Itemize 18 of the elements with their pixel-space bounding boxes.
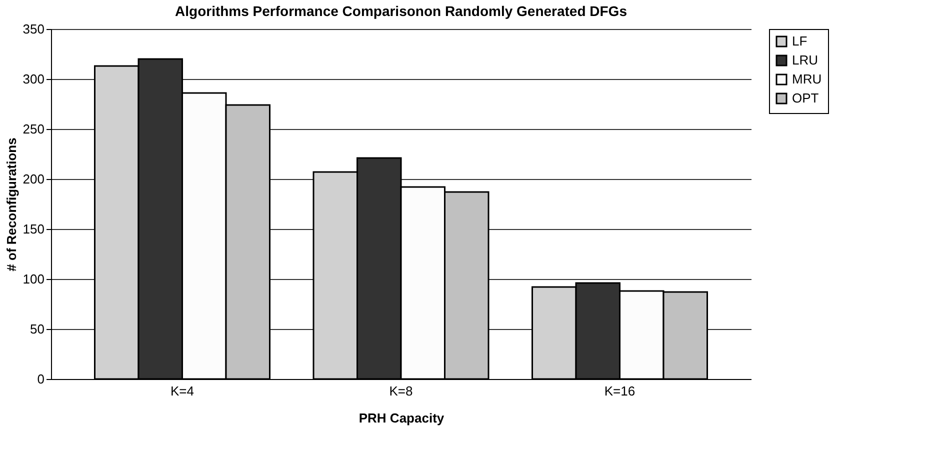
- y-tick-label: 150: [22, 222, 44, 236]
- y-tick-label: 50: [30, 322, 44, 336]
- x-tick-label: K=16: [604, 384, 636, 398]
- y-axis-title: # of Reconfigurations: [4, 138, 19, 272]
- legend-label: LF: [792, 34, 808, 48]
- y-tick-label: 200: [22, 172, 44, 186]
- y-tick-label: 250: [22, 122, 44, 136]
- y-tick-label: 350: [22, 22, 44, 36]
- legend-label: OPT: [792, 90, 819, 106]
- x-axis-title: PRH Capacity: [358, 410, 445, 426]
- y-tick-label: 300: [22, 72, 44, 86]
- legend-label: LRU: [792, 52, 818, 68]
- chart-title: Algorithms Performance Comparisonon Randomly Generated DFGs: [175, 3, 628, 19]
- x-tick-label: K=8: [389, 384, 413, 398]
- y-tick-label: 100: [22, 272, 44, 286]
- legend-label: MRU: [792, 72, 822, 86]
- y-tick-label: 0: [37, 372, 44, 386]
- x-tick-label: K=4: [170, 384, 194, 398]
